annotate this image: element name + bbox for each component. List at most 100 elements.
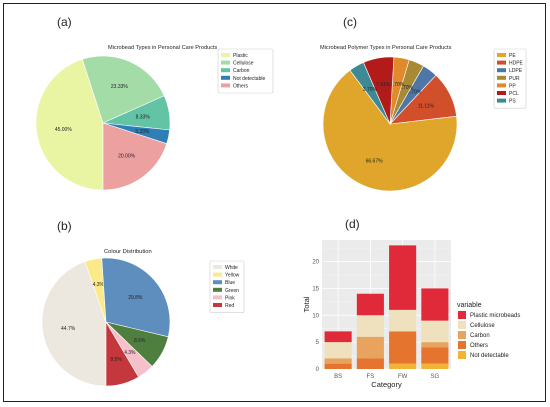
legend-item-label: Carbon [470,333,490,339]
pie-slice-blue [101,257,171,338]
pie-value-label: 66.67% [366,159,384,165]
legend-item-label: Plastic [233,53,248,59]
bar-fw-plastic-microbeads [389,245,417,310]
legend-swatch [458,321,466,329]
legend-swatch [497,60,506,65]
pie-slice-plastic [35,58,104,191]
pie-value-label: 3.70% [399,85,414,91]
legend-title: variable [457,302,482,309]
legend-item-label: HDPE [509,61,524,67]
bar-fw-cellulose [389,309,417,332]
pie-slice-others [102,122,168,191]
y-axis-title: Total [302,296,311,312]
x-tick-label: FW [398,374,408,380]
bar-sg-plastic-microbeads [421,288,449,321]
bar-fw-not-detectable [389,363,417,369]
legend-item-label: Others [233,83,249,89]
chart-c-title: Microbead Polymer Types in Personal Care… [320,45,452,51]
legend-swatch [458,311,466,319]
legend-swatch [497,83,506,88]
legend-swatch [213,287,222,292]
legend-swatch [221,53,230,57]
panel-label-d: (d) [345,217,360,231]
bar-fw-others [389,331,417,364]
pie-value-label: 29.8% [128,295,143,301]
legend-item-label: Pink [225,295,235,301]
legend-item-label: Blue [225,280,235,286]
bar-sg-not-detectable [421,363,449,369]
bar-fs-cellulose [356,315,384,337]
legend-item-label: Green [225,288,239,294]
legend-item-label: PP [509,83,516,89]
pie-value-label: 4.3% [124,350,136,356]
bar-bs-carbon [324,358,352,364]
legend-swatch [497,75,506,80]
pie-value-label: 4.3% [93,282,105,288]
legend-swatch [221,68,230,73]
legend-swatch [221,83,230,88]
legend-item-label: PE [509,53,516,59]
legend-swatch [213,303,222,307]
y-tick-label: 15 [312,286,319,292]
pie-value-label: 3.70% [407,90,422,96]
figure-frame [3,3,546,402]
pie-value-label: 8.5% [110,357,122,363]
pie-value-label: 44.7% [61,326,76,332]
pie-value-label: 3.70% [390,82,405,88]
legend-swatch [458,351,466,359]
legend-swatch [458,331,466,339]
bar-bs-others [324,363,352,369]
bar-sg-others [421,347,449,364]
legend-item-label: LDPE [509,68,523,74]
pie-slice-red [105,320,139,387]
legend-box [217,48,274,94]
y-tick-label: 10 [312,313,319,319]
legend-item-label: Carbon [233,68,250,74]
pie-value-label: 8.33% [136,115,151,121]
bar-fs-plastic-microbeads [356,293,384,316]
x-tick-label: SG [431,374,440,380]
bar-sg-cellulose [421,320,449,343]
legend-item-label: Red [225,303,234,309]
x-tick-label: BS [334,374,342,380]
y-tick-label: 20 [312,260,319,266]
legend-swatch [213,272,222,277]
legend-item-label: Cellulose [233,61,254,67]
pie-slice-white [41,261,107,387]
legend-item-label: PUR [509,76,520,82]
y-tick-label: 5 [316,340,320,346]
pie-value-label: 3.70% [363,87,378,93]
legend-item-label: Cellulose [470,323,495,329]
chart-c: 66.67%11.11%3.70%3.70%3.70%7.41%3.70%PEH… [322,48,527,192]
pie-slice-cellulose [81,55,165,124]
legend-swatch [497,91,506,95]
legend-item-label: Plastic microbeads [470,313,520,319]
panel-label-a: (a) [57,15,72,29]
legend-item-label: Yellow [225,273,240,279]
chart-a: 45.00% 23.33% 8.33% 3.33% 20.00% Plastic Cellu… [35,48,274,191]
chart-b-title: Colour Distribution [104,249,152,255]
pie-value-label: 45.00% [55,127,73,133]
pie-value-label: 23.33% [111,84,129,90]
legend-swatch [497,98,506,103]
panel-label-b: (b) [57,219,72,233]
legend-item-label: Others [470,343,488,349]
chart-a-title: Microbead Types in Personal Care Product… [108,45,218,51]
legend-swatch [497,68,506,73]
legend-swatch [213,265,222,269]
chart-d: 0 5 10 15 20 BS FS FW SG Category Total variable Pla… [302,240,520,389]
bar-fs-carbon [356,336,384,359]
bar-bs-plastic-microbeads [324,331,352,343]
bar-fs-others [356,358,384,369]
pie-value-label: 7.41% [376,82,391,88]
legend-item-label: Not detectable [470,353,509,359]
pie-slice-ps [349,62,391,125]
legend-item-label: PS [509,99,516,105]
pie-value-label: 11.11% [418,104,435,110]
panel-label-c: (c) [343,15,357,29]
legend-swatch [213,280,222,285]
x-tick-label: FS [367,374,375,380]
legend-item-label: Not detectable [233,76,265,82]
